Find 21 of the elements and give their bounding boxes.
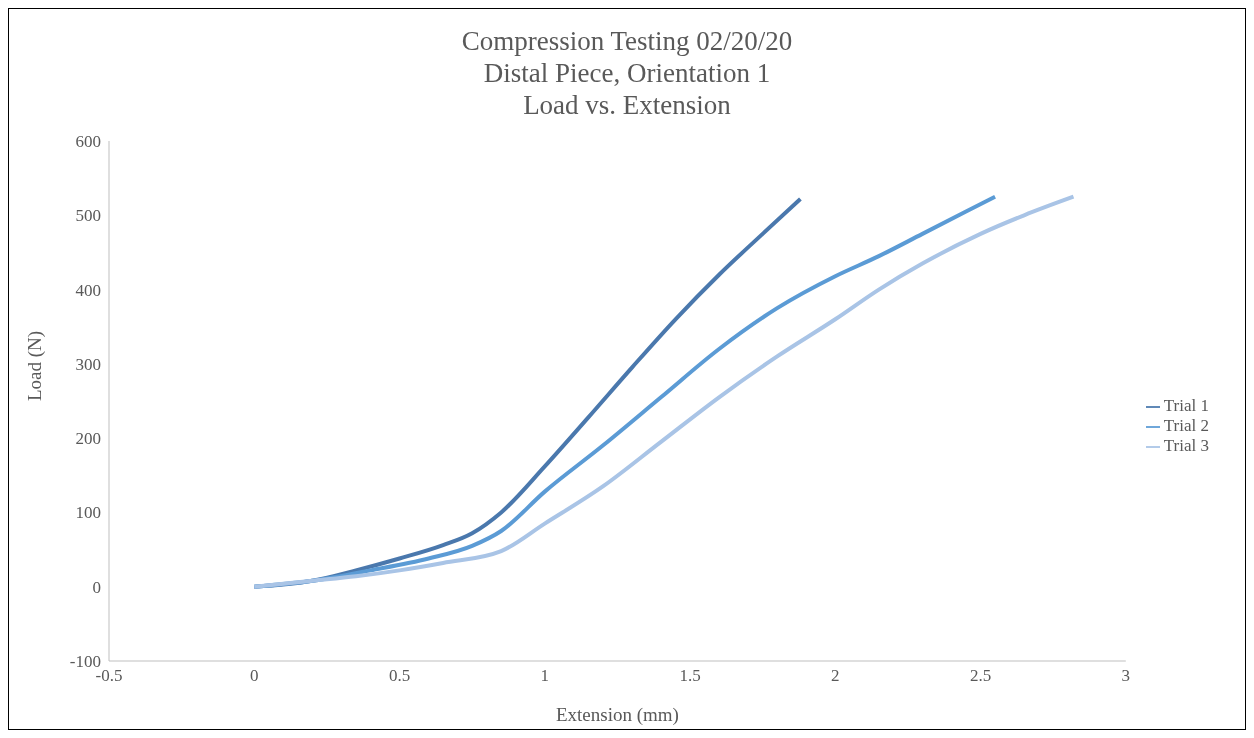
chart-title: Compression Testing 02/20/20 [460, 25, 794, 57]
y-tick-label: 400 [75, 280, 101, 300]
x-tick-label: 2.5 [969, 666, 992, 686]
y-tick-label: 200 [75, 429, 101, 449]
y-tick-label: 500 [75, 206, 101, 226]
x-tick-label: 0.5 [388, 666, 411, 686]
chart-subtitle: Distal Piece, Orientation 1 Load vs. Extension [482, 57, 772, 121]
x-tick-label: 2 [831, 666, 840, 686]
y-tick-label: 300 [75, 354, 101, 374]
legend-label: Trial 3 [1163, 436, 1209, 455]
legend-label: Trial 1 [1163, 396, 1209, 415]
y-tick-label: 0 [92, 577, 101, 597]
y-axis-title: Load (N) [23, 330, 46, 401]
x-axis-title: Extension (mm) [555, 704, 679, 726]
x-tick-label: 1 [540, 666, 550, 686]
legend-label: Trial 2 [1163, 416, 1209, 435]
y-tick-label: 100 [75, 503, 101, 523]
y-tick-label: 600 [75, 132, 101, 152]
x-tick-label: 1.5 [679, 666, 701, 686]
x-tick-label: 0 [250, 666, 259, 686]
x-tick-label: 3 [1121, 666, 1131, 686]
